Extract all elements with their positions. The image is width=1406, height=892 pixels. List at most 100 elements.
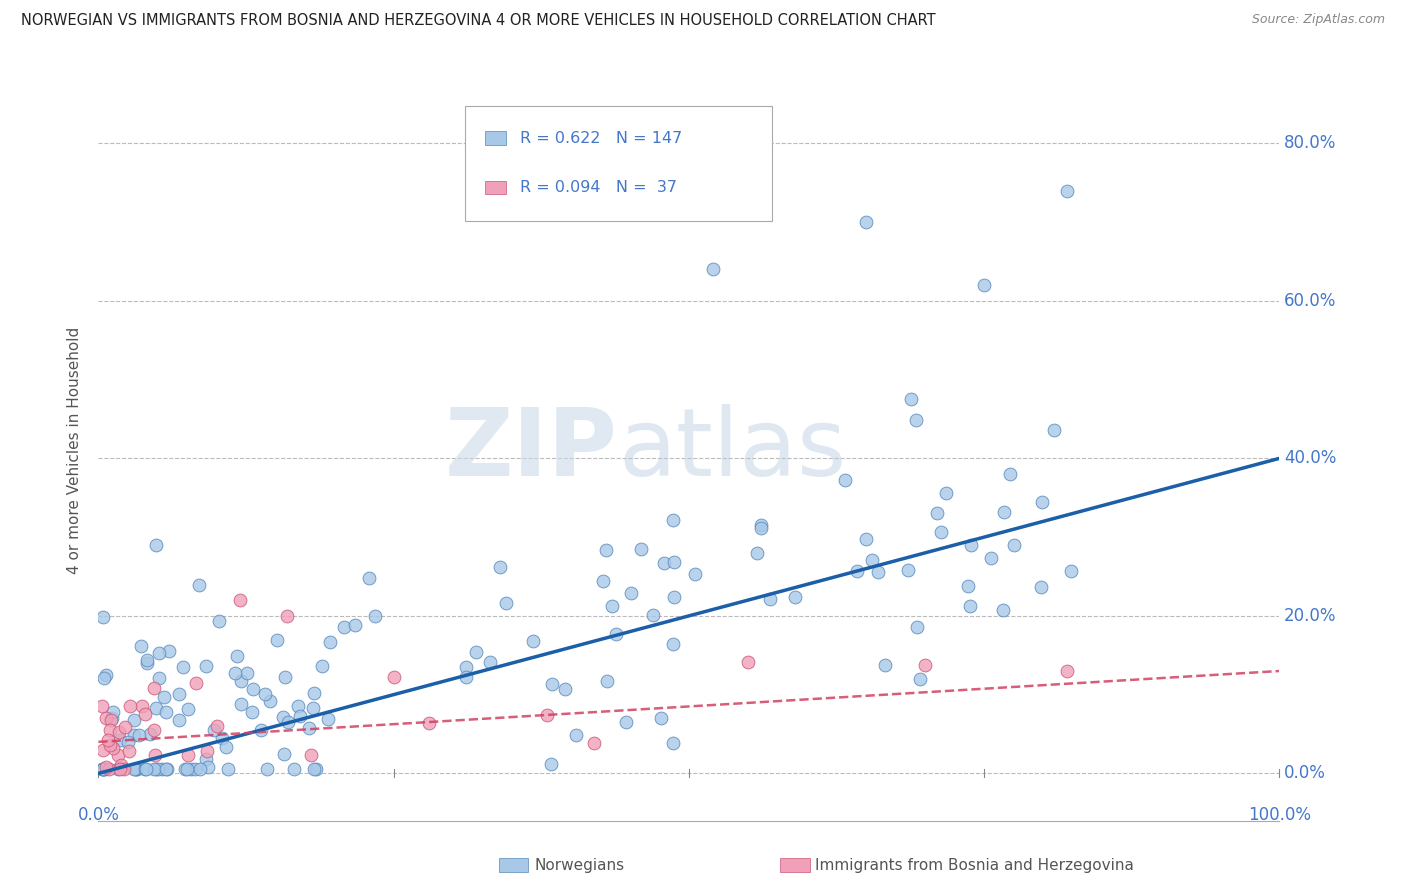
Point — [454, 660, 477, 674]
Text: R = 0.094   N =  37: R = 0.094 N = 37 — [520, 180, 678, 195]
Point — [364, 609, 387, 624]
Text: atlas: atlas — [619, 404, 846, 497]
Point — [749, 517, 772, 532]
Point — [925, 506, 948, 520]
Point — [855, 215, 877, 229]
Point — [1056, 184, 1078, 198]
Point — [124, 763, 146, 777]
Point — [157, 644, 180, 658]
Point — [256, 763, 278, 777]
Point — [973, 278, 995, 293]
Point — [155, 763, 177, 777]
Point — [110, 758, 132, 772]
Point — [834, 473, 856, 487]
Point — [125, 763, 148, 777]
Point — [167, 687, 190, 701]
Point — [900, 392, 922, 406]
Point — [662, 513, 685, 527]
Point — [305, 763, 328, 777]
Point — [143, 763, 166, 777]
Point — [107, 763, 129, 777]
Point — [235, 666, 257, 681]
Point — [664, 555, 686, 569]
Point — [489, 560, 512, 574]
Point — [100, 711, 122, 725]
Point — [122, 713, 145, 727]
Point — [318, 634, 340, 648]
Point — [176, 748, 198, 763]
Text: Source: ZipAtlas.com: Source: ZipAtlas.com — [1251, 13, 1385, 27]
Point — [211, 731, 233, 745]
Point — [98, 763, 121, 777]
Point — [195, 743, 218, 757]
Point — [641, 608, 664, 623]
Point — [108, 724, 131, 739]
Point — [1031, 494, 1053, 508]
Point — [174, 763, 197, 777]
Point — [150, 763, 173, 777]
Point — [135, 763, 157, 777]
Point — [215, 740, 238, 755]
Point — [959, 599, 981, 613]
Point — [747, 546, 769, 560]
Point — [91, 763, 114, 777]
Text: Immigrants from Bosnia and Herzegovina: Immigrants from Bosnia and Herzegovina — [815, 858, 1135, 872]
Point — [650, 711, 672, 725]
Point — [94, 711, 117, 725]
Point — [242, 682, 264, 697]
Point — [536, 708, 558, 723]
Point — [195, 752, 218, 766]
Point — [866, 565, 889, 579]
Point — [91, 763, 114, 777]
Point — [785, 590, 807, 604]
Point — [495, 596, 517, 610]
FancyBboxPatch shape — [485, 131, 506, 145]
Point — [304, 763, 326, 777]
Point — [90, 763, 112, 777]
Point — [998, 467, 1021, 481]
Text: 0.0%: 0.0% — [77, 806, 120, 824]
Point — [759, 591, 782, 606]
Point — [456, 670, 478, 684]
Point — [91, 742, 114, 756]
Point — [302, 686, 325, 700]
Text: 20.0%: 20.0% — [1284, 607, 1337, 625]
Point — [702, 262, 724, 277]
Point — [357, 571, 380, 585]
Text: ZIP: ZIP — [446, 404, 619, 497]
Point — [108, 762, 131, 776]
Point — [184, 675, 207, 690]
Point — [957, 579, 980, 593]
Point — [540, 756, 562, 771]
Point — [737, 655, 759, 669]
Point — [134, 707, 156, 722]
Point — [135, 653, 157, 667]
Point — [90, 698, 112, 713]
Point — [897, 563, 920, 577]
Point — [301, 701, 323, 715]
Point — [652, 556, 675, 570]
Point — [288, 708, 311, 723]
Point — [101, 706, 124, 720]
Point — [605, 627, 627, 641]
Point — [266, 633, 288, 648]
Point — [129, 639, 152, 653]
Point — [103, 741, 125, 756]
Point — [298, 721, 321, 735]
Point — [148, 671, 170, 685]
Point — [188, 578, 211, 592]
Point — [271, 710, 294, 724]
Text: NORWEGIAN VS IMMIGRANTS FROM BOSNIA AND HERZEGOVINA 4 OR MORE VEHICLES IN HOUSEH: NORWEGIAN VS IMMIGRANTS FROM BOSNIA AND … — [21, 13, 936, 29]
Point — [125, 763, 148, 777]
Point — [120, 699, 142, 714]
FancyBboxPatch shape — [464, 106, 772, 221]
Point — [250, 723, 273, 738]
Point — [344, 617, 367, 632]
Point — [595, 542, 617, 557]
Point — [96, 760, 118, 774]
Point — [1060, 564, 1083, 578]
Point — [208, 615, 231, 629]
Point — [596, 673, 619, 688]
Point — [224, 665, 246, 680]
Point — [143, 723, 166, 738]
